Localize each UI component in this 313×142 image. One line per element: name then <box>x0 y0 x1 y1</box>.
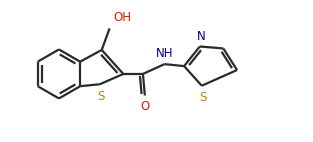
Text: O: O <box>140 100 150 113</box>
Text: NH: NH <box>156 47 173 60</box>
Text: OH: OH <box>114 11 131 24</box>
Text: N: N <box>196 30 205 43</box>
Text: S: S <box>199 91 206 104</box>
Text: S: S <box>97 90 105 103</box>
